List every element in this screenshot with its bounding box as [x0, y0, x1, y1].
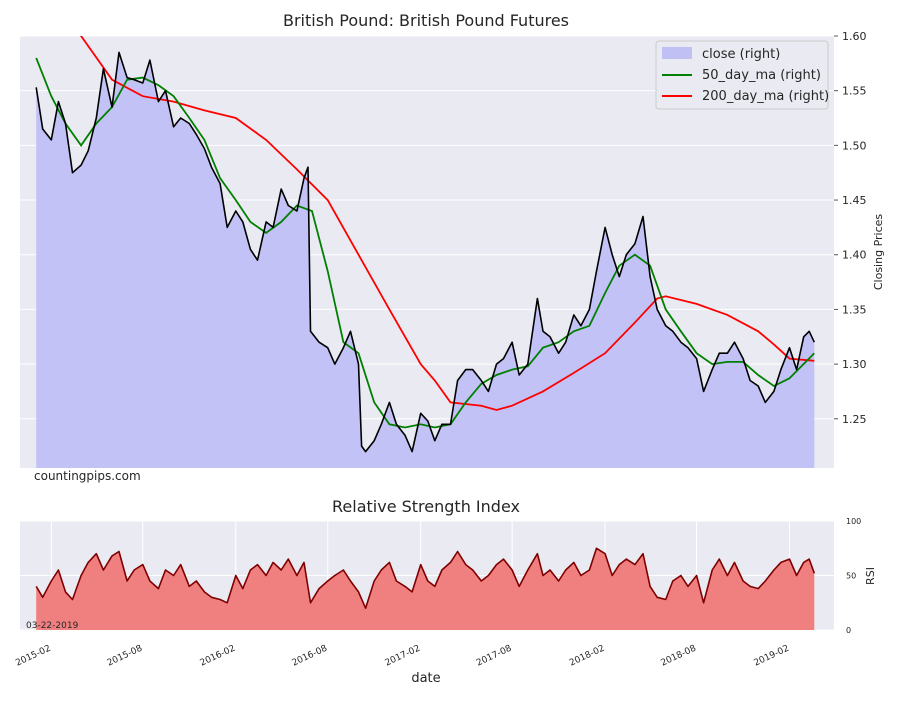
- price-tick-label: 1.45: [842, 194, 867, 207]
- date-tick-label: 2018-02: [568, 644, 606, 669]
- rsi-chart-title: Relative Strength Index: [332, 497, 520, 516]
- date-stamp: 03-22-2019: [26, 621, 79, 631]
- legend-swatch-close: [662, 47, 692, 59]
- rsi-tick-label: 100: [846, 517, 861, 526]
- rsi-area-fill: [36, 548, 815, 630]
- ma200-line: [79, 36, 815, 411]
- rsi-y-axis-label: RSI: [864, 567, 877, 585]
- legend-label-ma50: 50_day_ma (right): [702, 68, 821, 83]
- rsi-tick-label: 50: [846, 572, 856, 581]
- price-y-axis-label: Closing Prices: [872, 214, 885, 291]
- price-tick-label: 1.40: [842, 249, 867, 262]
- date-tick-label: 2017-08: [475, 644, 514, 669]
- close-area-fill: [36, 52, 815, 469]
- rsi-line: [35, 547, 816, 609]
- legend-label-close: close (right): [702, 47, 780, 62]
- date-tick-label: 2018-08: [660, 644, 699, 669]
- price-tick-label: 1.55: [842, 85, 867, 98]
- price-tick-label: 1.30: [842, 358, 867, 371]
- legend-box: [655, 40, 829, 110]
- date-tick-label: 2016-08: [291, 644, 330, 669]
- date-tick-label: 2017-02: [384, 644, 422, 669]
- close-line: [35, 51, 816, 453]
- price-chart-title: British Pound: British Pound Futures: [283, 11, 569, 30]
- price-tick-label: 1.25: [842, 413, 867, 426]
- price-legend: close (right) 50_day_ma (right) 200_day_…: [655, 40, 829, 110]
- legend-label-ma200: 200_day_ma (right): [702, 89, 829, 104]
- price-tick-label: 1.50: [842, 139, 867, 152]
- ma50-line: [35, 57, 815, 429]
- price-tick-label: 1.35: [842, 303, 867, 316]
- rsi-tick-label: 0: [846, 626, 851, 635]
- rsi-y-ticks: 0 50 100: [846, 517, 861, 635]
- date-tick-label: 2015-08: [106, 644, 145, 669]
- x-axis-label: date: [411, 671, 440, 686]
- price-y-ticks: 1.25 1.30 1.35 1.40 1.45 1.50 1.55 1.60: [834, 30, 867, 426]
- date-tick-label: 2019-02: [752, 644, 790, 669]
- date-tick-label: 2015-02: [14, 644, 52, 669]
- price-panel: British Pound: British Pound Futures 1.2…: [20, 11, 885, 483]
- date-tick-label: 2016-02: [199, 644, 237, 669]
- date-x-ticks: 2015-02 2015-08 2016-02 2016-08 2017-02 2017-…: [14, 644, 791, 669]
- rsi-panel: Relative Strength Index 0 50 100 RSI 03-22…: [14, 497, 877, 686]
- price-tick-label: 1.60: [842, 30, 867, 43]
- watermark-text: countingpips.com: [34, 469, 141, 483]
